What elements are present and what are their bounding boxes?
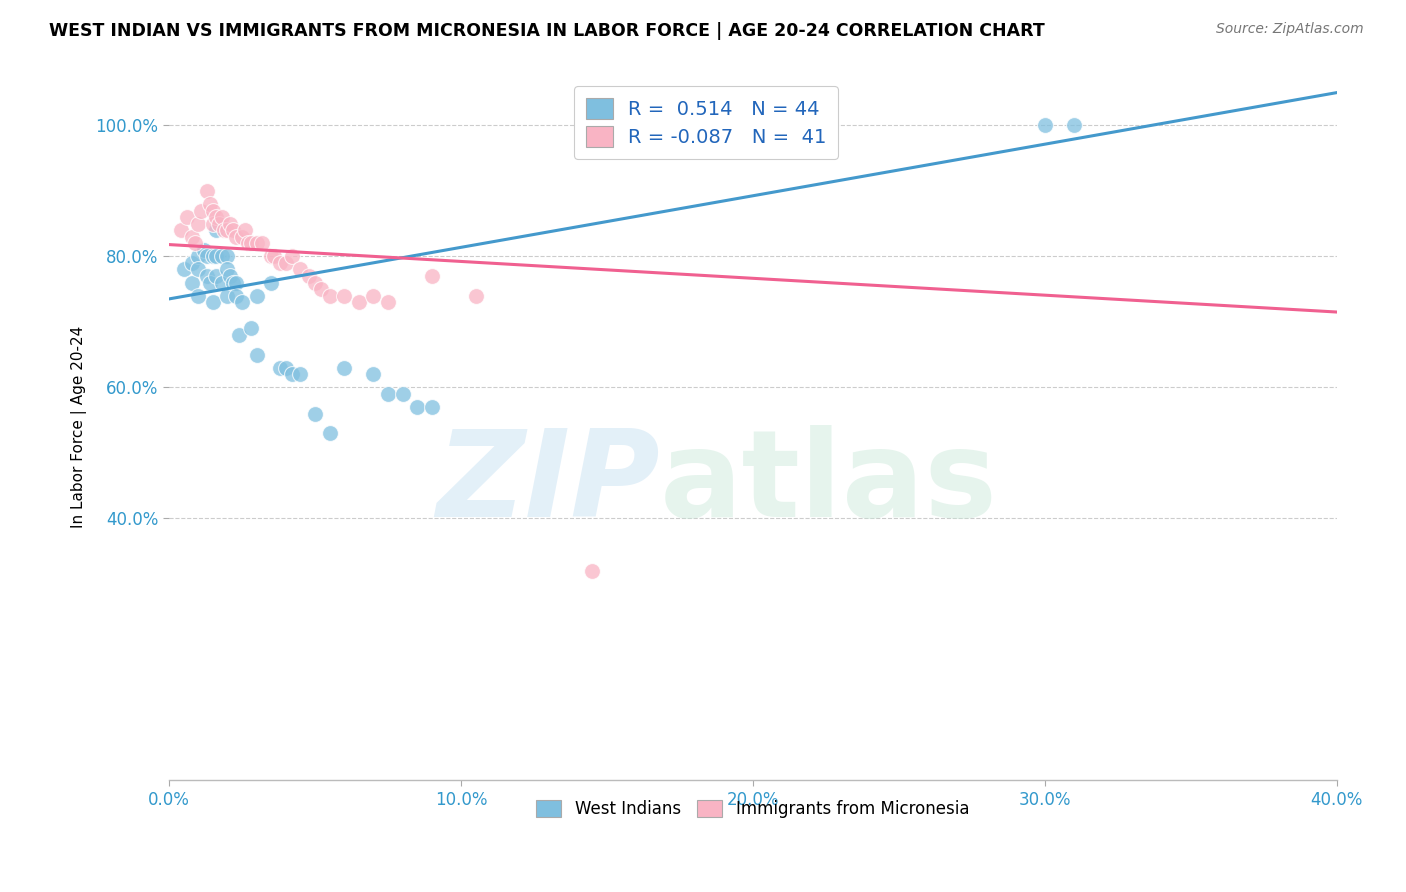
Point	[219, 217, 242, 231]
Point	[187, 288, 209, 302]
Text: WEST INDIAN VS IMMIGRANTS FROM MICRONESIA IN LABOR FORCE | AGE 20-24 CORRELATION: WEST INDIAN VS IMMIGRANTS FROM MICRONESI…	[49, 22, 1045, 40]
Point	[195, 249, 218, 263]
Point	[225, 229, 247, 244]
Point	[290, 368, 312, 382]
Point	[377, 295, 399, 310]
Point	[211, 210, 233, 224]
Point	[347, 295, 370, 310]
Point	[269, 256, 291, 270]
Point	[231, 229, 253, 244]
Point	[1063, 119, 1085, 133]
Point	[581, 564, 603, 578]
Point	[269, 360, 291, 375]
Point	[217, 223, 239, 237]
Point	[420, 268, 443, 283]
Point	[195, 184, 218, 198]
Point	[173, 262, 195, 277]
Point	[187, 262, 209, 277]
Point	[187, 249, 209, 263]
Point	[274, 360, 297, 375]
Point	[245, 236, 267, 251]
Point	[280, 249, 302, 263]
Point	[201, 295, 224, 310]
Point	[204, 268, 226, 283]
Point	[225, 276, 247, 290]
Point	[204, 223, 226, 237]
Point	[233, 223, 256, 237]
Point	[280, 368, 302, 382]
Point	[391, 387, 413, 401]
Y-axis label: In Labor Force | Age 20-24: In Labor Force | Age 20-24	[72, 326, 87, 528]
Point	[181, 256, 204, 270]
Point	[377, 387, 399, 401]
Point	[207, 217, 229, 231]
Point	[214, 223, 236, 237]
Point	[181, 276, 204, 290]
Point	[201, 203, 224, 218]
Point	[333, 360, 356, 375]
Point	[260, 276, 283, 290]
Point	[252, 236, 274, 251]
Point	[219, 268, 242, 283]
Point	[363, 288, 385, 302]
Text: Source: ZipAtlas.com: Source: ZipAtlas.com	[1216, 22, 1364, 37]
Point	[231, 295, 253, 310]
Point	[225, 288, 247, 302]
Point	[193, 243, 215, 257]
Point	[204, 210, 226, 224]
Point	[198, 276, 221, 290]
Point	[406, 400, 429, 414]
Point	[228, 328, 250, 343]
Point	[184, 236, 207, 251]
Point	[464, 288, 486, 302]
Point	[318, 288, 340, 302]
Point	[211, 249, 233, 263]
Point	[222, 223, 245, 237]
Point	[318, 426, 340, 441]
Point	[236, 236, 259, 251]
Point	[245, 348, 267, 362]
Point	[211, 276, 233, 290]
Point	[245, 288, 267, 302]
Point	[239, 321, 262, 335]
Point	[239, 236, 262, 251]
Point	[298, 268, 321, 283]
Point	[260, 249, 283, 263]
Point	[363, 368, 385, 382]
Point	[201, 217, 224, 231]
Point	[304, 407, 326, 421]
Point	[181, 229, 204, 244]
Legend: West Indians, Immigrants from Micronesia: West Indians, Immigrants from Micronesia	[530, 794, 976, 825]
Point	[309, 282, 332, 296]
Point	[195, 268, 218, 283]
Point	[201, 249, 224, 263]
Point	[222, 276, 245, 290]
Point	[304, 276, 326, 290]
Point	[217, 288, 239, 302]
Point	[169, 223, 191, 237]
Point	[217, 262, 239, 277]
Point	[274, 256, 297, 270]
Point	[204, 249, 226, 263]
Text: ZIP: ZIP	[436, 425, 659, 541]
Point	[176, 210, 198, 224]
Text: atlas: atlas	[659, 425, 997, 541]
Point	[333, 288, 356, 302]
Point	[420, 400, 443, 414]
Point	[190, 203, 212, 218]
Point	[198, 197, 221, 211]
Point	[263, 249, 285, 263]
Point	[217, 249, 239, 263]
Point	[187, 217, 209, 231]
Point	[290, 262, 312, 277]
Point	[1033, 119, 1056, 133]
